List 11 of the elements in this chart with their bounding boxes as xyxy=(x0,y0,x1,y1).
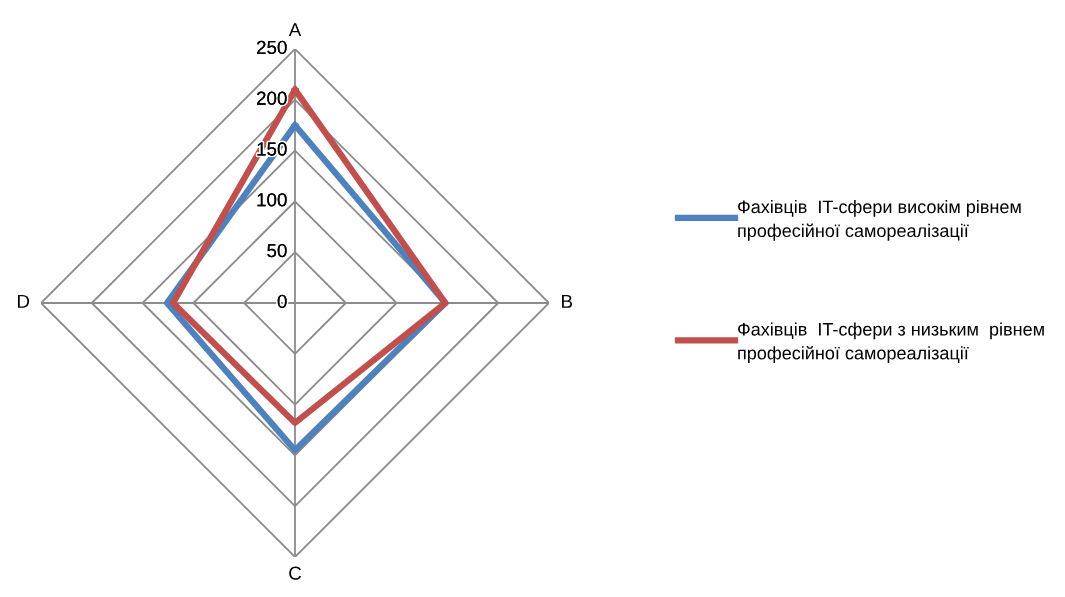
legend-label: Фахівців IT-сфери високім рівнем професійної самореалізації xyxy=(738,199,1021,241)
spoke-label: B xyxy=(562,294,573,308)
y-tick-label: 200 xyxy=(257,91,287,105)
y-tick-label: 50 xyxy=(267,243,287,258)
spoke-label: C xyxy=(289,566,302,580)
y-tick-label: 0 xyxy=(277,294,287,309)
spoke-label: D xyxy=(17,294,30,308)
y-tick-label: 250 xyxy=(257,40,287,55)
spoke-label: A xyxy=(288,23,302,37)
y-tick-label: 100 xyxy=(257,193,287,207)
legend-label: Фахівців IT-сфери з низьким рівнем професійної самореалізації xyxy=(738,322,1044,364)
